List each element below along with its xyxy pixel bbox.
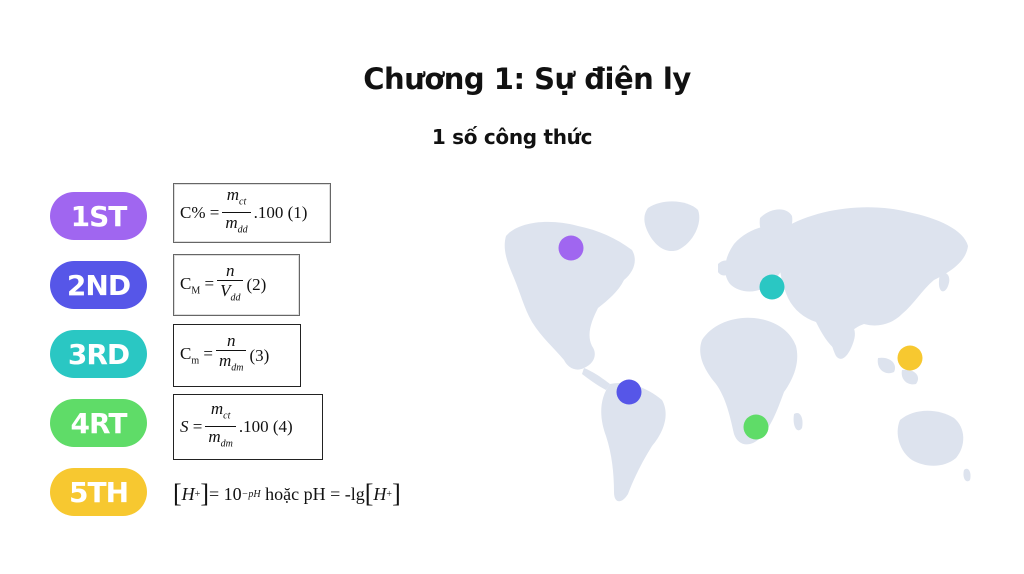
badge-1st: 1ST [50, 192, 147, 240]
formula-solubility: S = mct mdm .100 (4) [173, 394, 323, 460]
fraction-numerator: mct [210, 399, 231, 422]
formula-molar-concentration: CM = n Vdd (2) [173, 254, 300, 316]
formula-charge: + [194, 488, 201, 500]
bracket-open-icon: [ [364, 479, 374, 508]
fraction-denominator: mdm [215, 350, 247, 378]
formula-lhs: CM = [180, 273, 215, 297]
bracket-open-icon: [ [173, 479, 182, 508]
formula-exponent: −pH [241, 488, 261, 500]
bracket-close-icon: ] [200, 479, 209, 508]
badge-4rt: 4RT [50, 399, 147, 447]
fraction-denominator: mdd [222, 211, 251, 240]
page-title: Chương 1: Sự điện ly [363, 62, 691, 96]
asia-pin [897, 345, 923, 371]
formula-rhs: (3) [249, 345, 270, 365]
formula-rhs: .100 (1) [253, 203, 308, 222]
fraction-denominator: Vdd [217, 279, 244, 308]
badge-label: 2ND [66, 268, 131, 302]
formula-fraction: mct mdd [222, 185, 251, 240]
formula-rhs: (2) [246, 275, 267, 294]
formula-ph: [H +] = 10 −pH hoặc pH = -lg[H +] [167, 474, 487, 514]
formula-mass-percent: C% = mct mdd .100 (1) [173, 183, 331, 243]
fraction-numerator: mct [226, 185, 247, 208]
formula-charge: + [386, 488, 393, 500]
formula-rhs: .100 (4) [238, 417, 293, 436]
badge-label: 3RD [67, 337, 130, 371]
formula-ion: H [181, 483, 195, 504]
south-america-pin [616, 379, 642, 405]
badge-5th: 5TH [50, 468, 147, 516]
badge-label: 1ST [70, 199, 128, 233]
world-map-icon [504, 201, 971, 502]
badge-label: 5TH [68, 475, 129, 509]
fraction-denominator: mdm [205, 425, 236, 454]
badge-label: 4RT [70, 406, 128, 440]
fraction-numerator: n [226, 331, 236, 351]
formula-text: hoặc pH = -lg [260, 483, 365, 504]
formula-fraction: n mdm [215, 331, 247, 378]
formula-molality: Cm = n mdm (3) [173, 324, 301, 387]
formula-power-base: = 10 [208, 483, 242, 504]
fraction-numerator: n [226, 260, 235, 280]
map-pins [558, 235, 923, 440]
africa-pin [743, 414, 769, 440]
page-subtitle: 1 số công thức [431, 125, 593, 149]
formula-fraction: n Vdd [217, 260, 244, 308]
badge-2nd: 2ND [50, 261, 147, 309]
formula-fraction: mct mdm [205, 400, 236, 454]
bracket-close-icon: ] [392, 479, 401, 508]
formula-lhs: C% = [180, 203, 220, 222]
formula-lhs: S = [180, 417, 203, 436]
formula-lhs: Cm = [180, 344, 213, 367]
europe-pin [759, 274, 785, 300]
north-america-pin [558, 235, 584, 261]
badge-3rd: 3RD [50, 330, 147, 378]
formula-ion: H [373, 483, 387, 504]
